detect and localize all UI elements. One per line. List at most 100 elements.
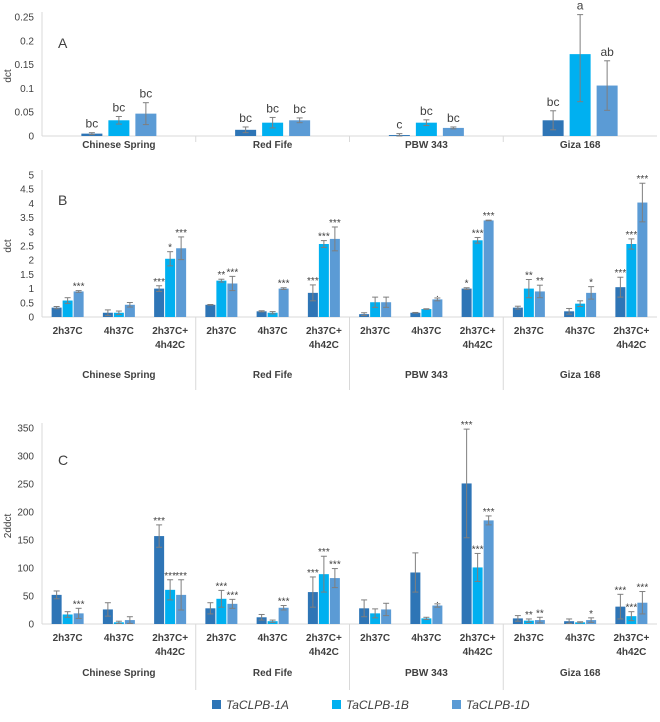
y-tick-label: 2.5 (20, 242, 34, 253)
y-tick-label: 4 (28, 199, 34, 210)
significance-label: *** (637, 174, 649, 185)
bar-undefined (410, 312, 421, 317)
bar-undefined (483, 220, 494, 317)
bar-undefined (278, 607, 289, 624)
bar-undefined (205, 304, 216, 317)
bar-undefined (421, 618, 432, 624)
significance-label: *** (216, 581, 228, 592)
significance-label: a (577, 0, 584, 13)
category-label: 4h42C (309, 647, 339, 658)
y-tick-label: 0.25 (15, 13, 35, 24)
significance-label: bc (420, 104, 433, 118)
category-label: 4h37C (565, 326, 595, 337)
bar-undefined (381, 609, 392, 624)
bar-TaCLPB-1D (442, 127, 464, 136)
category-label: 4h42C (155, 340, 185, 351)
bar-undefined (523, 288, 534, 317)
bar-TaCLPB-1B (415, 122, 437, 136)
bar-undefined (124, 304, 135, 317)
significance-label: bc (113, 100, 126, 114)
significance-label: bc (140, 87, 153, 101)
category-label: 4h37C (104, 633, 134, 644)
significance-label: ** (536, 276, 544, 287)
y-tick-label: 4.5 (20, 185, 34, 196)
bar-undefined (227, 603, 238, 624)
significance-label: * (465, 279, 469, 290)
y-axis-label: dct (3, 239, 14, 253)
bar-undefined (307, 592, 318, 624)
y-tick-label: 100 (17, 564, 34, 575)
bar-undefined (461, 288, 472, 317)
y-tick-label: 0 (28, 620, 34, 631)
y-tick-label: 350 (17, 424, 34, 435)
bar-undefined (62, 300, 73, 317)
category-label: 4h42C (155, 647, 185, 658)
group-label: Red Fife (253, 140, 293, 151)
bar-undefined (575, 303, 586, 317)
category-label: 2h37C (53, 633, 83, 644)
bar-undefined (370, 302, 381, 317)
panel-letter: A (58, 35, 68, 51)
bar-undefined (154, 536, 165, 624)
bar-undefined (278, 288, 289, 317)
category-label: 2h37C (360, 633, 390, 644)
legend-swatch (452, 700, 461, 709)
significance-label: *** (483, 211, 495, 222)
category-label: 2h37C+ (613, 633, 649, 644)
bar-undefined (165, 589, 176, 624)
y-tick-label: 3.5 (20, 213, 34, 224)
y-tick-label: 0.05 (15, 108, 35, 119)
category-label: 2h37C (206, 633, 236, 644)
significance-label: * (589, 278, 593, 289)
group-label: Chinese Spring (82, 370, 155, 381)
significance-label: *** (227, 590, 239, 601)
significance-label: *** (615, 268, 627, 279)
bar-undefined (483, 520, 494, 624)
category-label: 4h42C (616, 340, 646, 351)
significance-label: *** (318, 547, 330, 558)
bar-TaCLPB-1B (108, 120, 130, 136)
group-label: Giza 168 (560, 668, 601, 679)
bar-undefined (370, 613, 381, 624)
significance-label: *** (472, 228, 484, 239)
category-label: 2h37C (53, 326, 83, 337)
bar-undefined (461, 483, 472, 624)
significance-label: bc (86, 117, 99, 131)
bar-undefined (615, 287, 626, 317)
bar-undefined (410, 572, 421, 624)
y-tick-label: 50 (23, 592, 35, 603)
significance-label: ab (600, 45, 614, 59)
significance-label: *** (175, 571, 187, 582)
bar-undefined (227, 283, 238, 317)
bar-undefined (637, 202, 648, 317)
bar-undefined (432, 299, 443, 317)
significance-label: *** (227, 267, 239, 278)
significance-label: *** (73, 282, 85, 293)
group-label: Chinese Spring (82, 140, 155, 151)
significance-label: c (396, 118, 402, 132)
significance-label: bc (447, 111, 460, 125)
category-label: 4h37C (565, 633, 595, 644)
significance-label: . (436, 595, 439, 606)
category-label: 2h37C+ (613, 326, 649, 337)
category-label: 2h37C+ (460, 326, 496, 337)
bar-undefined (421, 309, 432, 317)
group-label: PBW 343 (405, 140, 448, 151)
significance-label: *** (307, 276, 319, 287)
significance-label: bc (547, 95, 560, 109)
significance-label: *** (329, 218, 341, 229)
bar-undefined (176, 248, 187, 317)
legend-swatch (212, 700, 221, 709)
y-tick-label: 0 (28, 132, 34, 143)
panel-letter: C (58, 452, 68, 468)
significance-label: *** (153, 277, 165, 288)
legend-label: TaCLPB-1B (346, 698, 409, 712)
y-axis-label: 2ddct (3, 514, 14, 539)
bar-undefined (216, 598, 227, 624)
bar-undefined (73, 291, 84, 317)
significance-label: *** (278, 279, 290, 290)
y-tick-label: 250 (17, 480, 34, 491)
category-label: 2h37C+ (152, 633, 188, 644)
bar-undefined (329, 238, 340, 317)
